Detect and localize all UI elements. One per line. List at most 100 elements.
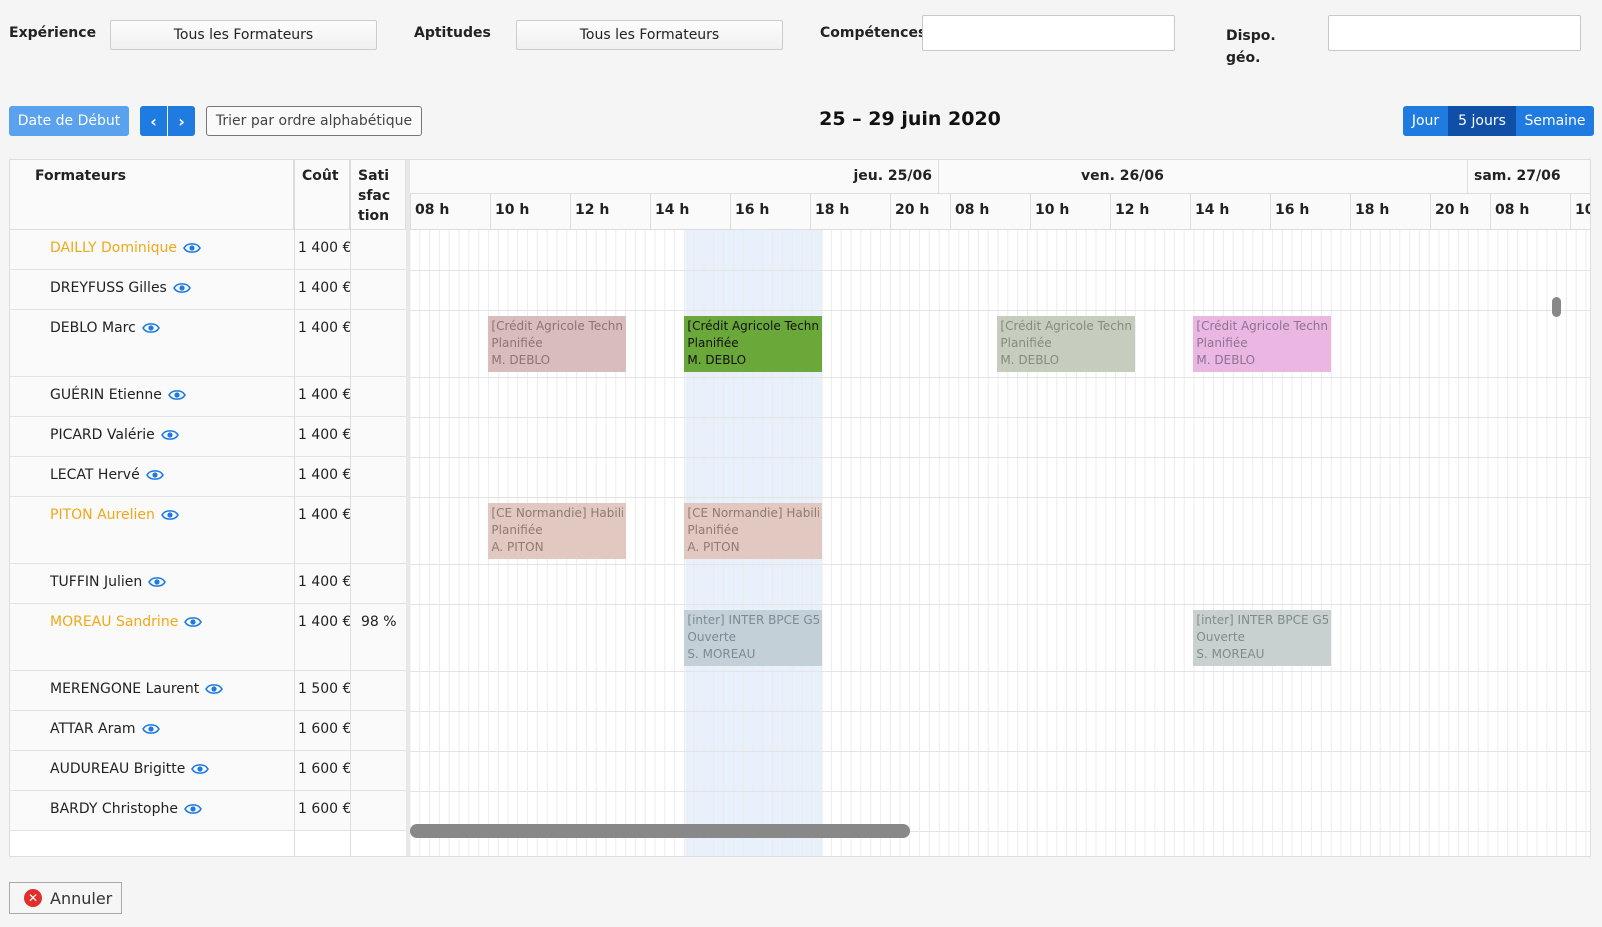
event-title: [CE Normandie] Habilitation [491, 506, 623, 520]
eye-icon[interactable] [168, 389, 186, 401]
session-event[interactable]: [CE Normandie] Habilitation Planifiée A. P… [488, 503, 626, 559]
trainer-name-text: BARDY Christophe [50, 801, 178, 817]
trainer-name-text: ATTAR Aram [50, 721, 136, 737]
hour-divider [1030, 194, 1031, 230]
competences-label: Compétences [820, 25, 927, 41]
hour-divider [410, 194, 411, 230]
aptitudes-select[interactable]: Tous les Formateurs [516, 20, 783, 50]
chevron-left-icon: ‹ [150, 111, 157, 131]
experience-select[interactable]: Tous les Formateurs [110, 20, 377, 50]
hour-label: 18 h [1355, 202, 1390, 218]
trainer-name[interactable]: ATTAR Aram [50, 721, 160, 737]
eye-icon[interactable] [205, 683, 224, 695]
session-event[interactable]: [Crédit Agricole Technologies Planifiée M.… [1193, 316, 1331, 372]
trainer-name[interactable]: GUÉRIN Etienne [50, 387, 186, 403]
splitter[interactable] [406, 160, 410, 856]
horizontal-scrollbar[interactable] [410, 824, 910, 838]
eye-icon[interactable] [172, 282, 191, 294]
dispo-label-line2: géo. [1226, 50, 1261, 66]
session-event[interactable]: [inter] INTER BPCE G5 - Ouverte S. MOREAU [1193, 610, 1331, 666]
trainer-row[interactable]: PITON Aurelien 1 400 € [10, 497, 406, 564]
trainer-name[interactable]: PITON Aurelien [50, 507, 179, 523]
eye-icon[interactable] [191, 763, 210, 775]
next-button[interactable]: › [168, 106, 195, 136]
eye-icon[interactable] [160, 509, 179, 521]
trainer-name-text: PITON Aurelien [50, 507, 155, 523]
event-trainer: A. PITON [687, 540, 740, 554]
trainers-header[interactable]: Formateurs [10, 160, 294, 230]
eye-icon[interactable] [141, 322, 160, 334]
trainer-row[interactable]: BARDY Christophe 1 600 € [10, 791, 406, 831]
cost-header[interactable]: Coût [294, 160, 350, 230]
trainer-row[interactable]: AUDUREAU Brigitte 1 600 € [10, 751, 406, 791]
competences-input[interactable] [922, 15, 1175, 51]
trainer-row[interactable]: DEBLO Marc 1 400 € [10, 310, 406, 377]
event-status: Planifiée [1000, 336, 1052, 350]
view-day-button[interactable]: Jour [1403, 106, 1448, 136]
vertical-scrollbar[interactable] [1552, 297, 1561, 317]
trainer-row[interactable]: DREYFUSS Gilles 1 400 € [10, 270, 406, 310]
view-switcher: Jour 5 jours Semaine [1403, 106, 1594, 136]
trainer-name[interactable]: TUFFIN Julien [50, 574, 167, 590]
trainer-name[interactable]: DREYFUSS Gilles [50, 280, 191, 296]
row-separator [410, 604, 1590, 605]
trainer-name-text: MERENGONE Laurent [50, 681, 200, 697]
trainer-name[interactable]: DEBLO Marc [50, 320, 160, 336]
hour-label: 10 [1575, 202, 1590, 218]
eye-icon[interactable] [148, 576, 167, 588]
column-divider [350, 160, 351, 856]
trainer-name[interactable]: AUDUREAU Brigitte [50, 761, 210, 777]
session-event[interactable]: [Crédit Agricole Technologies Planifiée M.… [997, 316, 1135, 372]
hour-divider [950, 194, 951, 230]
hour-label: 14 h [655, 202, 690, 218]
cancel-button[interactable]: ✕ Annuler [9, 882, 122, 914]
scheduler-grid: Formateurs Coût Sati sfac tion DAILLY Do… [9, 159, 1591, 857]
date-range-title: 25 – 29 juin 2020 [819, 108, 1001, 130]
eye-icon[interactable] [183, 242, 201, 254]
day-header: sam. 27/06 [1468, 160, 1590, 194]
trainer-row[interactable]: MERENGONE Laurent 1 500 € [10, 671, 406, 711]
satisfaction-header[interactable]: Sati sfac tion [350, 160, 406, 230]
trainer-row[interactable]: DAILLY Dominique 1 400 € [10, 230, 406, 270]
row-separator [410, 564, 1590, 565]
session-event[interactable]: [CE Normandie] Habilitation Planifiée A. P… [684, 503, 822, 559]
eye-icon[interactable] [141, 723, 160, 735]
trainer-name[interactable]: MOREAU Sandrine [50, 614, 203, 630]
view-week-button[interactable]: Semaine [1516, 106, 1594, 136]
session-event[interactable]: [inter] INTER BPCE G5 - Ouverte S. MOREAU [684, 610, 822, 666]
eye-icon[interactable] [145, 469, 164, 481]
sort-alphabetical-button[interactable]: Trier par ordre alphabétique [206, 106, 422, 136]
session-event[interactable]: [Crédit Agricole Technologies Planifiée M.… [488, 316, 626, 372]
row-separator [410, 671, 1590, 672]
event-title: [Crédit Agricole Technologies [1000, 319, 1132, 333]
hour-divider [1270, 194, 1271, 230]
trainer-name[interactable]: BARDY Christophe [50, 801, 202, 817]
trainer-row[interactable]: GUÉRIN Etienne 1 400 € [10, 377, 406, 417]
trainer-name[interactable]: DAILLY Dominique [50, 240, 201, 256]
eye-icon[interactable] [184, 803, 202, 815]
prev-button[interactable]: ‹ [140, 106, 167, 136]
trainer-name-text: GUÉRIN Etienne [50, 387, 162, 403]
trainer-row[interactable]: LECAT Hervé 1 400 € [10, 457, 406, 497]
trainer-name[interactable]: LECAT Hervé [50, 467, 164, 483]
row-separator [410, 457, 1590, 458]
start-date-button[interactable]: Date de Début [9, 106, 129, 136]
trainer-row[interactable]: ATTAR Aram 1 600 € [10, 711, 406, 751]
trainer-name[interactable]: PICARD Valérie [50, 427, 179, 443]
hour-label: 08 h [415, 202, 450, 218]
trainer-name[interactable]: MERENGONE Laurent [50, 681, 224, 697]
session-event[interactable]: [Crédit Agricole Technologies Planifiée M.… [684, 316, 822, 372]
view-5days-button[interactable]: 5 jours [1448, 106, 1516, 136]
event-title: [inter] INTER BPCE G5 - [1196, 613, 1328, 627]
eye-icon[interactable] [160, 429, 179, 441]
trainer-name-text: MOREAU Sandrine [50, 614, 179, 630]
eye-icon[interactable] [184, 616, 203, 628]
day-header: ven. 26/06 [939, 160, 1468, 194]
trainer-row[interactable]: TUFFIN Julien 1 400 € [10, 564, 406, 604]
dispo-label: Dispo. géo. [1226, 25, 1276, 69]
dispo-input[interactable] [1328, 15, 1581, 51]
trainer-row[interactable]: PICARD Valérie 1 400 € [10, 417, 406, 457]
hour-label: 20 h [895, 202, 930, 218]
event-trainer: M. DEBLO [1196, 353, 1256, 367]
trainer-row[interactable]: MOREAU Sandrine 1 400 € 98 % [10, 604, 406, 671]
